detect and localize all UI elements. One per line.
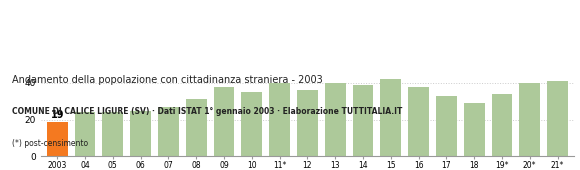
Bar — [130, 110, 151, 156]
Text: (*) post-censimento: (*) post-censimento — [12, 139, 88, 148]
Bar — [213, 87, 234, 156]
Bar — [464, 103, 484, 156]
Bar — [297, 90, 318, 156]
Bar — [491, 94, 512, 156]
Bar — [47, 122, 68, 156]
Text: 19: 19 — [50, 110, 64, 120]
Bar — [519, 83, 540, 156]
Bar — [380, 79, 401, 156]
Bar — [158, 107, 179, 156]
Bar — [547, 81, 568, 156]
Bar — [75, 112, 96, 156]
Bar — [353, 85, 374, 156]
Bar — [325, 83, 346, 156]
Bar — [186, 99, 206, 156]
Bar — [103, 112, 124, 156]
Text: COMUNE DI CALICE LIGURE (SV) · Dati ISTAT 1° gennaio 2003 · Elaborazione TUTTITA: COMUNE DI CALICE LIGURE (SV) · Dati ISTA… — [12, 107, 402, 116]
Bar — [269, 83, 290, 156]
Text: Andamento della popolazione con cittadinanza straniera - 2003: Andamento della popolazione con cittadin… — [12, 75, 322, 85]
Bar — [408, 87, 429, 156]
Bar — [241, 92, 262, 156]
Bar — [436, 96, 457, 156]
